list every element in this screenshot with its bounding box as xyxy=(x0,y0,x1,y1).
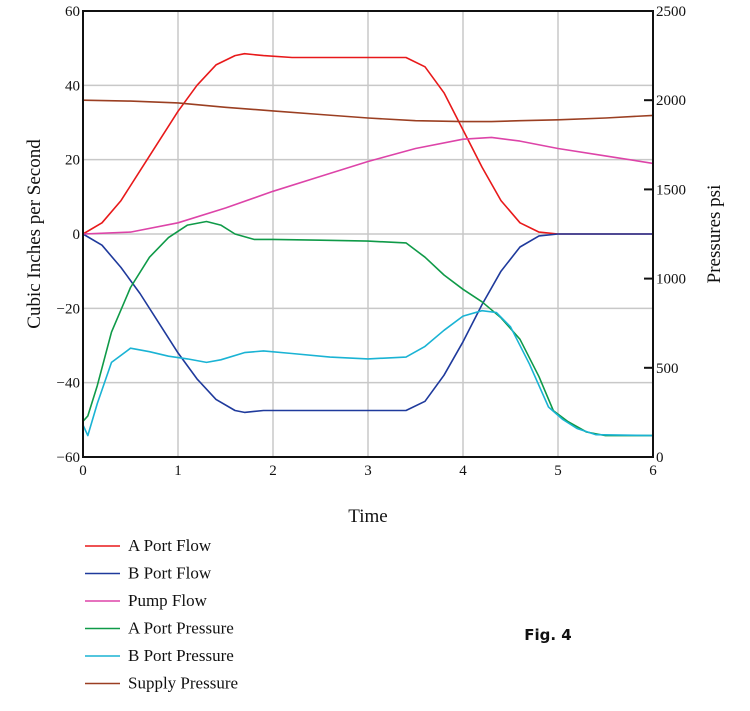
right-tick-label: 2500 xyxy=(656,4,686,20)
left-tick-label: −40 xyxy=(57,376,80,392)
left-tick-label: 20 xyxy=(65,153,80,169)
x-tick-label: 5 xyxy=(554,463,562,479)
left-axis-title: Cubic Inches per Second xyxy=(24,139,45,329)
legend-label: A Port Flow xyxy=(128,536,212,555)
left-tick-label: 0 xyxy=(73,227,81,243)
series-line-a-port-pressure xyxy=(82,220,653,437)
left-axis-ticks: 60 40 20 0 −20 −40 −60 xyxy=(57,4,80,466)
series-line-b-port-flow xyxy=(82,233,653,414)
right-tick-label: 1500 xyxy=(656,182,686,198)
legend-label: Supply Pressure xyxy=(128,674,238,693)
right-tick-label: 0 xyxy=(656,450,664,466)
left-tick-label: −20 xyxy=(57,301,80,317)
x-tick-label: 0 xyxy=(79,463,87,479)
series-line-pump-flow xyxy=(82,136,654,235)
right-axis-ticks: 2500 2000 1500 1000 500 0 xyxy=(644,4,686,466)
plot-frame xyxy=(82,10,654,458)
right-tick-label: 500 xyxy=(656,361,679,377)
x-tick-label: 6 xyxy=(649,463,657,479)
x-tick-label: 1 xyxy=(174,463,182,479)
left-tick-label: 40 xyxy=(65,78,80,94)
legend-label: A Port Pressure xyxy=(128,619,234,638)
figure-label: Fig. 4 xyxy=(524,626,571,644)
series-line-a-port-flow xyxy=(82,52,653,235)
series-line-supply-pressure xyxy=(82,99,654,123)
legend-label: B Port Pressure xyxy=(128,646,234,665)
legend-label: B Port Flow xyxy=(128,564,212,583)
x-axis-title: Time xyxy=(348,506,387,527)
right-tick-label: 2000 xyxy=(656,93,686,109)
left-tick-label: 60 xyxy=(65,4,80,20)
legend-label: Pump Flow xyxy=(128,591,208,610)
right-axis-title: Pressures psi xyxy=(704,185,725,284)
x-tick-label: 4 xyxy=(459,463,467,479)
series-line-b-port-pressure xyxy=(82,309,654,437)
x-axis-ticks: 0 1 2 3 4 5 6 xyxy=(79,463,657,479)
left-tick-label: −60 xyxy=(57,450,80,466)
series-layer xyxy=(82,52,654,437)
right-tick-label: 1000 xyxy=(656,272,686,288)
x-tick-label: 2 xyxy=(269,463,277,479)
legend: A Port Flow B Port Flow Pump Flow A Port Pr… xyxy=(85,536,238,693)
x-tick-label: 3 xyxy=(364,463,372,479)
